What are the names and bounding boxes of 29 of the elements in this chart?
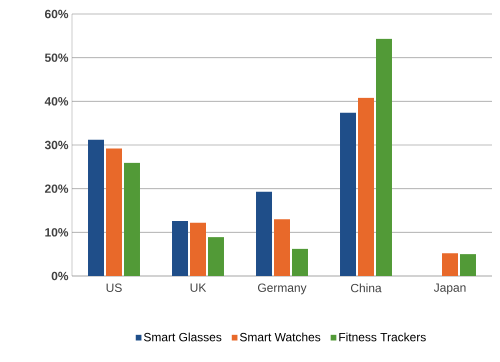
y-tick-label: 30% [44,140,68,150]
legend-label: Fitness Trackers [339,332,426,342]
bar [208,237,224,276]
x-tick-label: China [350,284,382,292]
bar [358,98,374,276]
y-tick-label: 0% [52,272,68,280]
y-tick-label: 60% [44,10,68,18]
y-tick-label: 40% [44,97,68,106]
bar [442,253,458,276]
y-tick-label: 20% [44,184,68,193]
bar [292,248,308,276]
y-tick-label: 10% [45,228,68,237]
y-tick-label: 50% [44,53,68,62]
legend-label: Smart Glasses [144,332,222,342]
x-tick-label: Germany [258,284,307,294]
bar [124,162,140,276]
bar [274,219,290,276]
x-tick-label: UK [190,284,206,292]
bar [340,112,356,276]
bar [460,254,476,276]
bar [88,140,104,276]
legend-label: Smart Watches [240,332,320,342]
x-tick-label: US [106,284,122,292]
x-tick-label: Japan [434,284,466,294]
bar [256,192,272,276]
bar [190,222,206,276]
bar [106,148,122,276]
bar [376,38,392,276]
bar [172,220,188,276]
